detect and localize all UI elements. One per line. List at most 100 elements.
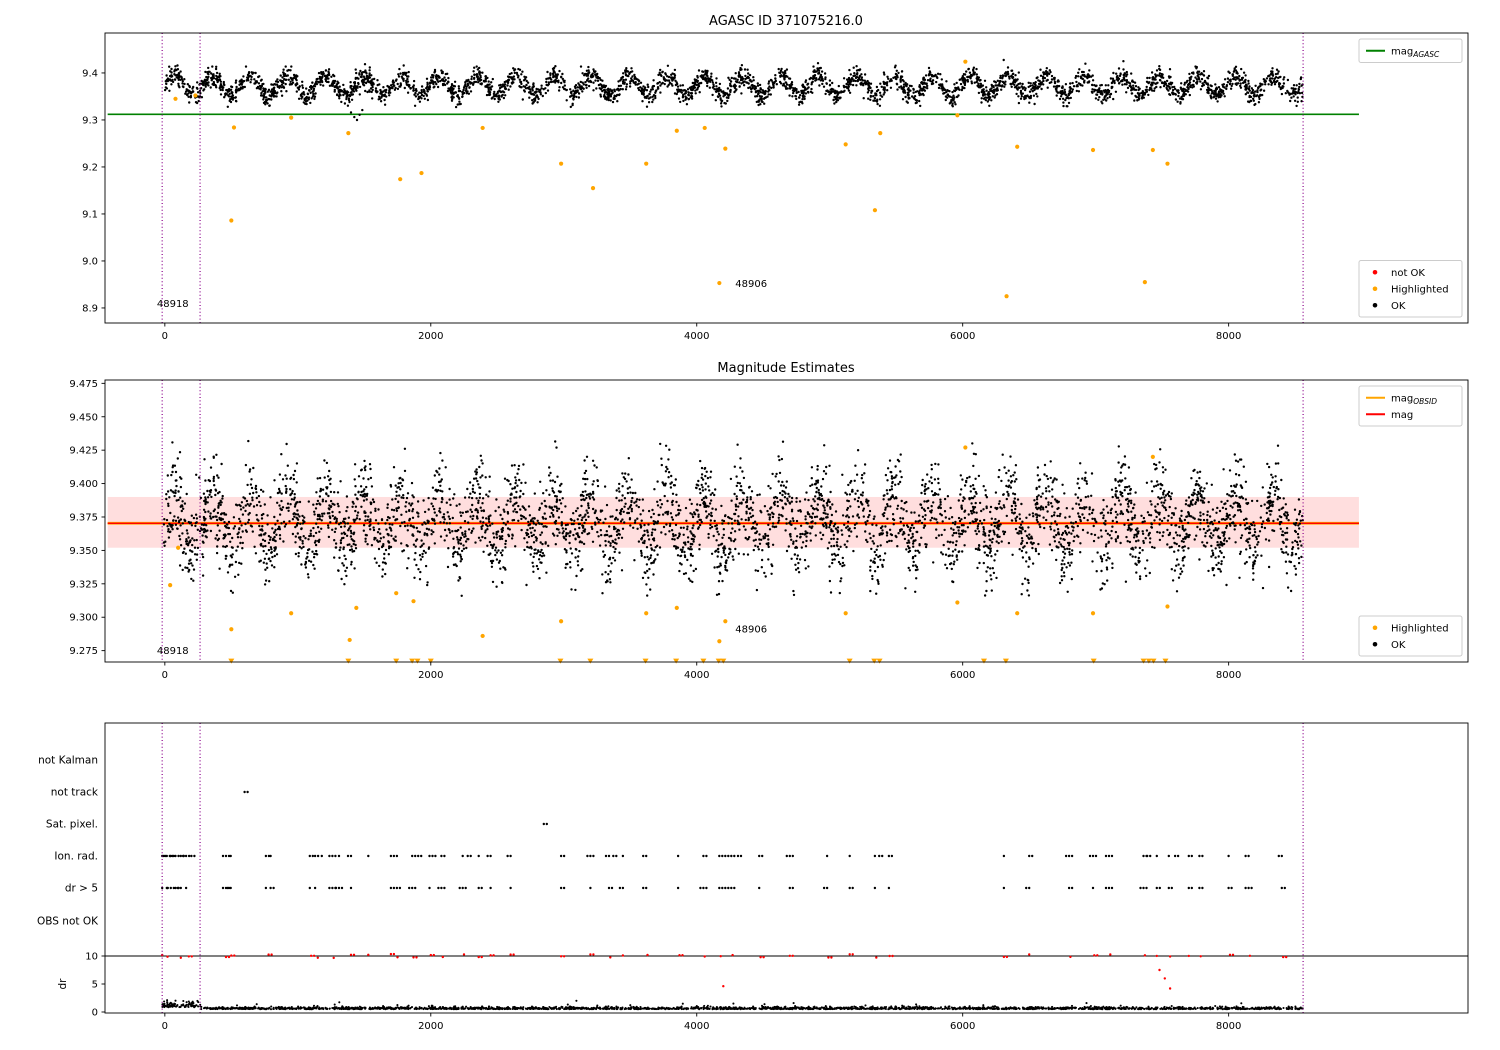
clipped-low-marker xyxy=(673,658,680,664)
highlighted-point xyxy=(346,131,351,136)
axes-frame xyxy=(104,379,1469,663)
dr-tick-label: 0 xyxy=(92,1008,98,1019)
x-tick-label: 4000 xyxy=(684,1021,709,1032)
axes-frame xyxy=(104,32,1469,324)
y-tick-label: 9.0 xyxy=(82,256,98,267)
clipped-low-marker xyxy=(587,658,594,664)
legend-ok-sample xyxy=(1372,641,1378,647)
highlighted-point xyxy=(168,583,173,588)
highlighted-point xyxy=(702,125,707,131)
y-tick-label: 9.1 xyxy=(82,209,98,220)
y-tick-label: 9.3 xyxy=(82,115,98,126)
x-tick-label: 6000 xyxy=(950,1021,975,1032)
highlighted-point xyxy=(955,600,960,605)
y-tick-label: 9.2 xyxy=(82,162,98,173)
highlighted-point xyxy=(963,59,968,64)
dr-exceed-points xyxy=(161,952,1288,990)
highlighted-point xyxy=(193,93,198,98)
highlighted-point xyxy=(559,619,564,624)
highlighted-point xyxy=(411,599,416,604)
highlighted-point xyxy=(176,545,181,550)
y-tick-label: 9.275 xyxy=(69,646,98,657)
clipped-low-marker xyxy=(700,658,707,664)
obsid-annotation: 48906 xyxy=(735,625,767,636)
highlighted-point xyxy=(480,633,485,639)
legend-label: OK xyxy=(1391,301,1406,312)
highlighted-point xyxy=(354,605,359,610)
highlighted-point xyxy=(717,639,722,644)
highlighted-point xyxy=(480,125,485,131)
x-tick-label: 8000 xyxy=(1216,331,1241,342)
clipped-low-marker xyxy=(1090,658,1097,664)
x-tick-label: 8000 xyxy=(1216,670,1241,681)
legend-highlighted-sample xyxy=(1372,286,1378,292)
dr-tick-label: 10 xyxy=(85,952,98,963)
highlighted-point xyxy=(723,146,728,151)
obsid-annotation: 48918 xyxy=(157,646,189,657)
obsid-annotation: 48918 xyxy=(157,299,189,310)
y-tick-label: 9.475 xyxy=(69,379,98,390)
highlighted-point xyxy=(1015,611,1020,616)
highlighted-point xyxy=(394,591,399,596)
highlighted-point xyxy=(872,208,878,213)
top-plot-title: AGASC ID 371075216.0 xyxy=(709,14,863,29)
legend-label: mag xyxy=(1391,410,1413,421)
highlighted-point xyxy=(1090,611,1096,616)
x-tick-label: 2000 xyxy=(418,670,443,681)
dr-trace-points xyxy=(161,999,1304,1011)
y-tick-label: 8.9 xyxy=(82,303,98,314)
clipped-low-marker xyxy=(1140,658,1147,664)
legend-label: not OK xyxy=(1391,268,1425,279)
dr-tick-label: 5 xyxy=(92,980,98,991)
highlighted-point xyxy=(229,627,234,632)
highlighted-point xyxy=(229,218,234,223)
highlighted-point xyxy=(1150,147,1155,153)
highlighted-point xyxy=(1142,280,1147,285)
flag-row-label: not Kalman xyxy=(38,755,98,767)
clipped-low-marker xyxy=(1162,658,1169,664)
legend-label: Highlighted xyxy=(1391,284,1449,295)
clipped-low-marker xyxy=(720,658,727,664)
highlighted-point xyxy=(723,619,728,624)
legend-box xyxy=(1358,615,1463,657)
highlighted-point xyxy=(1090,147,1096,153)
highlighted-point xyxy=(419,170,424,176)
ok-points xyxy=(163,58,1304,122)
clipped-low-marker xyxy=(1150,658,1157,664)
highlighted-point xyxy=(955,113,960,118)
highlighted-point xyxy=(231,125,237,130)
highlighted-point xyxy=(1165,604,1170,609)
highlighted-point xyxy=(1165,161,1170,166)
y-tick-label: 9.400 xyxy=(69,479,98,490)
highlighted-point xyxy=(173,96,178,101)
highlighted-point xyxy=(289,115,294,120)
x-tick-label: 4000 xyxy=(684,331,709,342)
flag-row-label: Ion. rad. xyxy=(54,851,98,863)
highlighted-point xyxy=(674,605,679,610)
highlighted-point xyxy=(1004,294,1009,299)
highlighted-point xyxy=(717,280,722,286)
clipped-low-marker xyxy=(1145,658,1152,664)
ok-points xyxy=(162,439,1305,597)
clipped-low-marker xyxy=(409,658,416,664)
clipped-low-marker xyxy=(715,658,722,664)
axes-frame xyxy=(104,722,1469,1014)
clipped-low-marker xyxy=(871,658,878,664)
flag-row-label: not track xyxy=(51,787,99,799)
clipped-low-marker xyxy=(1002,658,1009,664)
highlighted-point xyxy=(644,611,649,616)
highlighted-point xyxy=(590,186,596,191)
y-tick-label: 9.350 xyxy=(69,546,98,557)
legend-label: magOBSID xyxy=(1391,393,1437,406)
clipped-low-marker xyxy=(393,658,400,664)
clipped-low-marker xyxy=(345,658,352,664)
highlighted-point xyxy=(1150,454,1155,459)
x-tick-label: 0 xyxy=(162,331,168,342)
dr-axis-label: dr xyxy=(57,978,69,990)
legend-ok-sample xyxy=(1372,302,1378,308)
highlighted-point xyxy=(644,161,649,166)
flag-row-label: Sat. pixel. xyxy=(46,819,98,831)
highlighted-point xyxy=(674,128,679,133)
